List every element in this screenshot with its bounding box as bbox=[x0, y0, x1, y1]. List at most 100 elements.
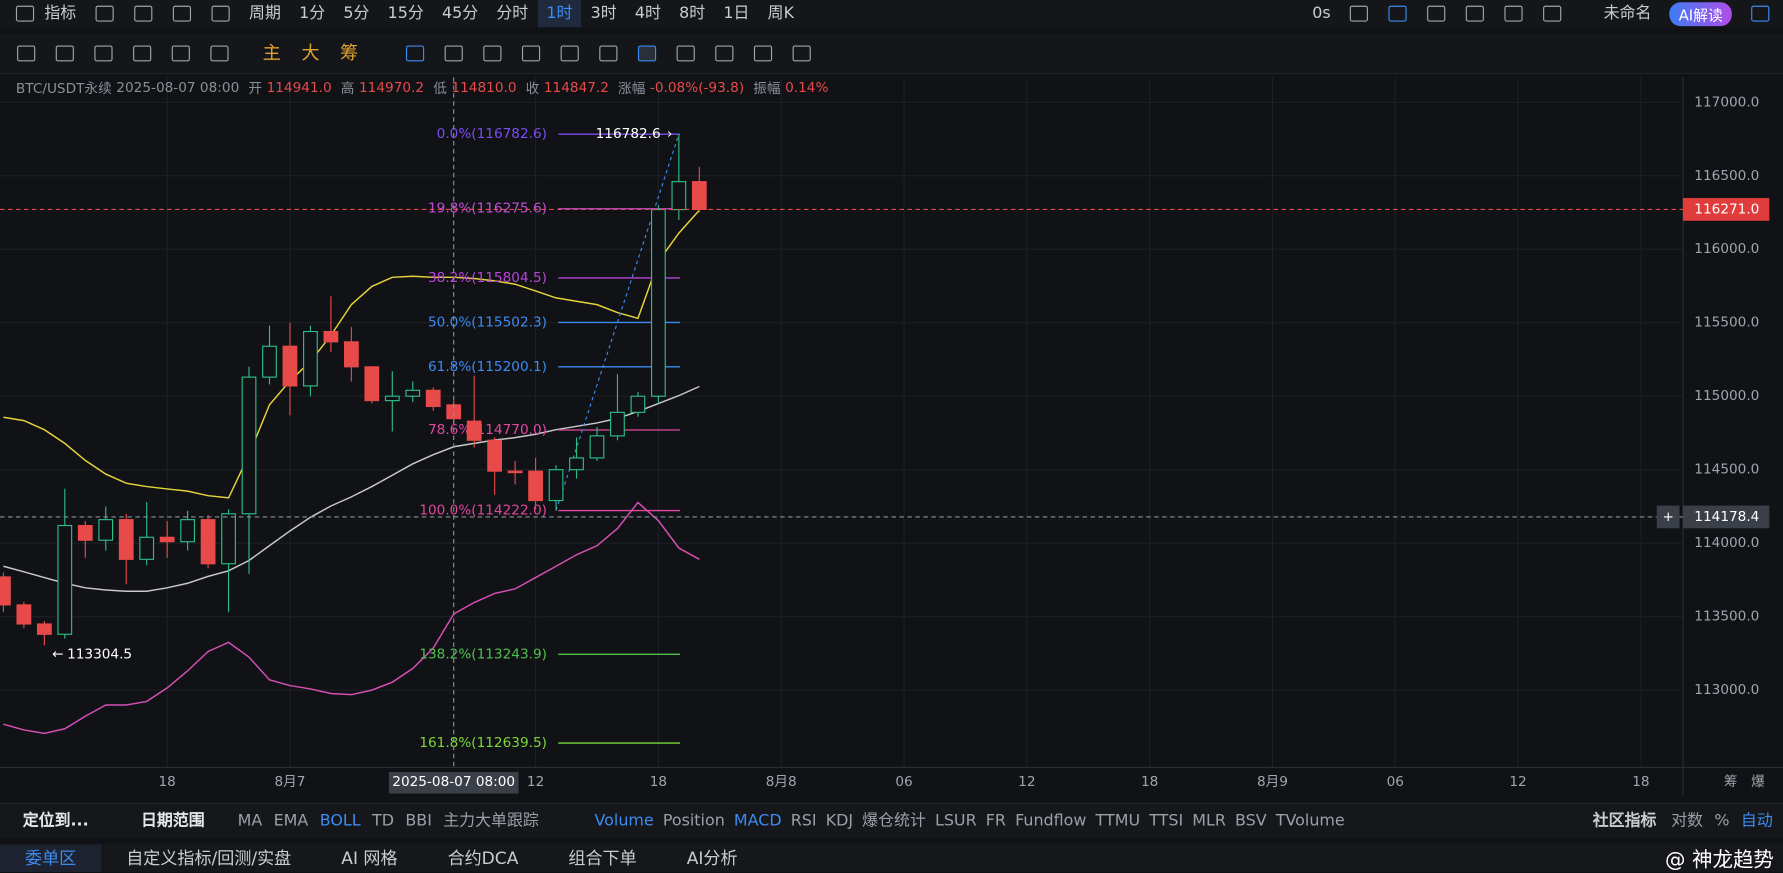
tool-icon[interactable] bbox=[1543, 5, 1562, 22]
indicator-button[interactable]: 指标 bbox=[44, 4, 77, 23]
fib-label: 100.0%(114222.0) bbox=[419, 503, 547, 519]
bottom-tabs: 委单区 自定义指标/回测/实盘 AI 网格 合约DCA 组合下单 AI分析 @ 神龙趋势 bbox=[0, 843, 1783, 873]
tool-icon[interactable] bbox=[406, 45, 425, 62]
candle-body bbox=[36, 623, 52, 635]
tool-icon[interactable] bbox=[753, 45, 773, 62]
sub-indicator[interactable]: KDJ bbox=[825, 811, 854, 830]
tool-icon[interactable] bbox=[715, 45, 734, 62]
top-toolbar: 指标 周期 1分 5分 15分 45分 分时 1时 3时 4时 8时 1日 周K 0s 未命名 AI… bbox=[0, 0, 1783, 28]
tab[interactable]: 委单区 bbox=[0, 844, 102, 872]
scale-option[interactable]: 对数 bbox=[1671, 811, 1704, 830]
chip[interactable]: 筹 bbox=[340, 42, 359, 64]
x-tick-label: 8月7 bbox=[274, 774, 305, 790]
tool-icon[interactable] bbox=[599, 45, 618, 62]
y-tick-label: 114000.0 bbox=[1694, 535, 1759, 551]
tool-icon[interactable] bbox=[95, 5, 114, 22]
sub-indicator[interactable]: RSI bbox=[790, 811, 817, 830]
sub-indicator[interactable]: 爆仓统计 bbox=[862, 811, 926, 830]
sub-indicator[interactable]: TTSI bbox=[1149, 811, 1184, 830]
candle-body bbox=[384, 395, 400, 402]
sub-indicator[interactable]: Fundflow bbox=[1015, 811, 1087, 830]
locate-button[interactable]: 定位到... bbox=[22, 811, 89, 830]
plot-background bbox=[0, 77, 1683, 768]
main-indicator[interactable]: TD bbox=[371, 811, 394, 830]
main-indicator[interactable]: BBI bbox=[405, 811, 432, 830]
tool-icon[interactable] bbox=[210, 45, 229, 62]
date-range[interactable]: 日期范围 bbox=[140, 811, 205, 830]
interval[interactable]: 1时 bbox=[537, 0, 582, 28]
tool-icon[interactable] bbox=[211, 5, 230, 22]
sub-indicator[interactable]: MLR bbox=[1192, 811, 1226, 830]
indicator-icon[interactable] bbox=[15, 5, 35, 22]
tool-icon[interactable] bbox=[637, 45, 657, 62]
sub-indicator[interactable]: Volume bbox=[594, 811, 654, 830]
interval[interactable]: 分时 bbox=[496, 4, 529, 23]
layout-name[interactable]: 未命名 bbox=[1603, 4, 1652, 23]
fib-label: 50.0%(115502.3) bbox=[428, 314, 547, 330]
tool-icon[interactable] bbox=[676, 45, 695, 62]
chip[interactable]: 大 bbox=[301, 42, 320, 64]
interval[interactable]: 周K bbox=[767, 4, 795, 23]
tab[interactable]: 组合下单 bbox=[568, 847, 637, 869]
main-indicators: MA EMA BOLL TD BBI 主力大单跟踪 bbox=[232, 807, 545, 834]
interval[interactable]: 1日 bbox=[723, 4, 750, 23]
period-menu[interactable]: 周期 bbox=[249, 4, 281, 23]
tab[interactable]: AI分析 bbox=[686, 847, 738, 869]
tab[interactable]: AI 网格 bbox=[341, 847, 398, 869]
scale-option[interactable]: % bbox=[1714, 811, 1730, 830]
interval[interactable]: 5分 bbox=[343, 4, 370, 23]
tool-icon[interactable] bbox=[483, 45, 502, 62]
sub-indicator[interactable]: BSV bbox=[1235, 811, 1267, 830]
y-tick-label: 114500.0 bbox=[1694, 462, 1759, 478]
sub-indicator[interactable]: TVolume bbox=[1275, 811, 1345, 830]
community-indicators[interactable]: 社区指标 bbox=[1592, 811, 1657, 830]
tool-icon[interactable] bbox=[1388, 5, 1407, 22]
main-indicator[interactable]: EMA bbox=[273, 811, 309, 830]
share-icon[interactable] bbox=[1751, 5, 1770, 22]
main-indicator[interactable]: 主力大单跟踪 bbox=[443, 811, 539, 830]
tab[interactable]: 自定义指标/回测/实盘 bbox=[126, 847, 292, 869]
tool-icon[interactable] bbox=[1350, 5, 1369, 22]
tool-icon[interactable] bbox=[444, 45, 463, 62]
interval[interactable]: 1分 bbox=[299, 4, 326, 23]
tool-icon[interactable] bbox=[1427, 5, 1446, 22]
interval[interactable]: 45分 bbox=[441, 4, 479, 23]
tool-icon[interactable] bbox=[133, 45, 152, 62]
tool-icon[interactable] bbox=[94, 45, 113, 62]
sub-indicator[interactable]: FR bbox=[985, 811, 1006, 830]
tool-icon[interactable] bbox=[134, 5, 153, 22]
tab[interactable]: 合约DCA bbox=[447, 847, 519, 869]
tool-icon[interactable] bbox=[17, 45, 36, 62]
x-tick-label: 06 bbox=[1387, 774, 1404, 790]
chip[interactable]: 主 bbox=[262, 42, 281, 64]
tool-icon[interactable] bbox=[521, 45, 541, 62]
tool-icon[interactable] bbox=[55, 45, 74, 62]
sub-indicator[interactable]: LSUR bbox=[934, 811, 977, 830]
interval[interactable]: 4时 bbox=[634, 4, 661, 23]
tool-icon[interactable] bbox=[172, 5, 192, 22]
tool-icon[interactable] bbox=[171, 45, 190, 62]
fib-label: 161.8%(112639.5) bbox=[419, 735, 547, 751]
tool-icon[interactable] bbox=[1504, 5, 1523, 22]
main-indicator[interactable]: BOLL bbox=[319, 811, 361, 830]
sub-indicator[interactable]: Position bbox=[662, 811, 725, 830]
bar-time: 2025-08-07 08:00 bbox=[116, 79, 240, 96]
candle-body bbox=[98, 519, 114, 541]
tool-icon[interactable] bbox=[1466, 5, 1485, 22]
candle-body bbox=[57, 524, 73, 635]
field-value: -0.08%(-93.8) bbox=[649, 79, 745, 96]
interval[interactable]: 3时 bbox=[590, 4, 617, 23]
interval[interactable]: 8时 bbox=[679, 4, 706, 23]
tool-icon[interactable] bbox=[792, 45, 811, 62]
candle-body bbox=[139, 536, 155, 560]
y-tick-label: 116000.0 bbox=[1694, 241, 1759, 257]
tool-icon[interactable] bbox=[560, 45, 579, 62]
sub-indicator[interactable]: TTMU bbox=[1095, 811, 1141, 830]
interval[interactable]: 15分 bbox=[387, 4, 424, 23]
candle-body bbox=[671, 181, 687, 211]
main-indicator[interactable]: MA bbox=[237, 811, 263, 830]
sub-indicator[interactable]: MACD bbox=[733, 811, 782, 830]
ai-button[interactable]: AI解读 bbox=[1669, 1, 1732, 26]
fib-label: 61.8%(115200.1) bbox=[428, 359, 547, 375]
scale-option[interactable]: 自动 bbox=[1740, 811, 1773, 830]
